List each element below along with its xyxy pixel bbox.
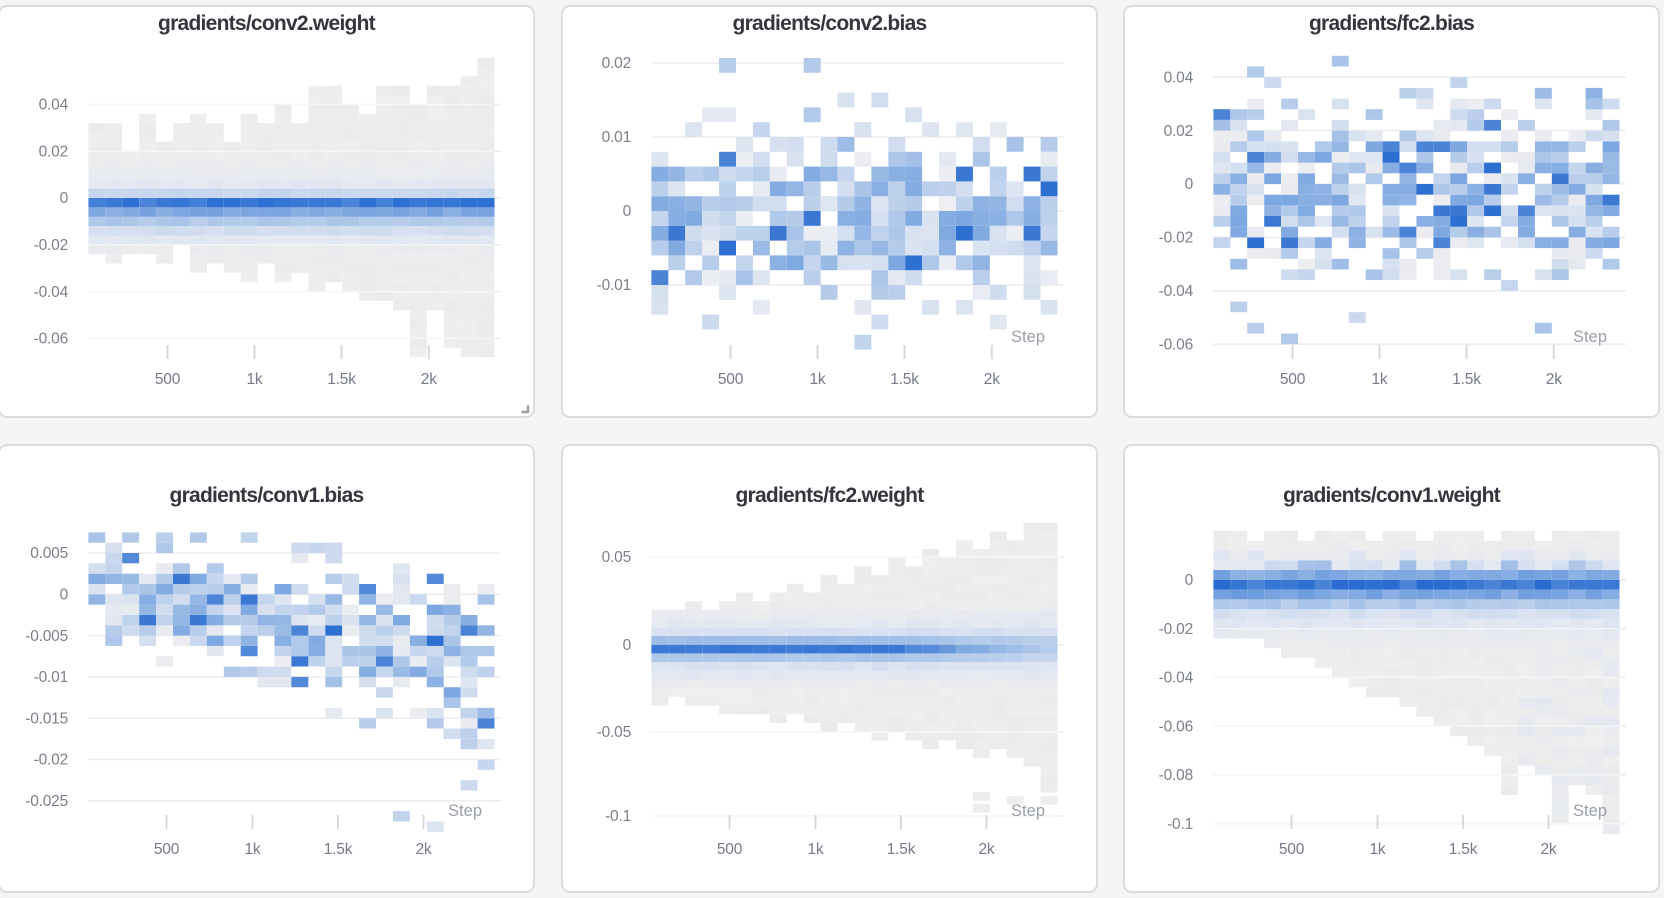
- svg-text:-0.06: -0.06: [1159, 718, 1193, 735]
- svg-text:-0.1: -0.1: [1167, 816, 1193, 833]
- svg-text:0: 0: [60, 587, 69, 604]
- svg-text:-0.05: -0.05: [596, 724, 630, 741]
- svg-text:-0.01: -0.01: [34, 669, 68, 686]
- svg-text:1k: 1k: [245, 841, 261, 858]
- svg-text:gradients/conv1.bias: gradients/conv1.bias: [170, 484, 364, 507]
- svg-text:0.04: 0.04: [1164, 69, 1194, 86]
- svg-text:2k: 2k: [983, 371, 999, 388]
- svg-text:1.5k: 1.5k: [886, 841, 915, 858]
- svg-text:0: 0: [622, 637, 631, 654]
- svg-text:Step: Step: [448, 802, 482, 820]
- svg-text:500: 500: [154, 841, 180, 858]
- svg-text:gradients/conv2.bias: gradients/conv2.bias: [732, 12, 926, 35]
- svg-text:-0.1: -0.1: [605, 808, 631, 825]
- svg-text:1.5k: 1.5k: [324, 841, 353, 858]
- svg-text:gradients/fc2.bias: gradients/fc2.bias: [1309, 12, 1474, 35]
- svg-text:2k: 2k: [978, 841, 994, 858]
- svg-text:0: 0: [622, 203, 631, 220]
- svg-text:0: 0: [1185, 572, 1194, 589]
- svg-text:1k: 1k: [807, 841, 823, 858]
- svg-text:1.5k: 1.5k: [1449, 841, 1478, 858]
- svg-text:gradients/fc2.weight: gradients/fc2.weight: [735, 484, 924, 507]
- svg-text:-0.08: -0.08: [1159, 767, 1193, 784]
- svg-text:500: 500: [716, 841, 742, 858]
- svg-text:1k: 1k: [247, 371, 263, 388]
- svg-text:Step: Step: [1573, 328, 1607, 346]
- svg-text:-0.06: -0.06: [1159, 336, 1193, 353]
- svg-text:0.01: 0.01: [601, 129, 630, 146]
- svg-text:500: 500: [1279, 841, 1305, 858]
- svg-text:2k: 2k: [1546, 371, 1562, 388]
- svg-text:500: 500: [1280, 371, 1306, 388]
- svg-text:Step: Step: [1573, 802, 1607, 820]
- svg-text:1.5k: 1.5k: [1452, 371, 1481, 388]
- svg-text:-0.025: -0.025: [25, 793, 68, 810]
- svg-text:-0.02: -0.02: [1159, 621, 1193, 638]
- svg-text:-0.01: -0.01: [596, 277, 630, 294]
- svg-text:1k: 1k: [809, 371, 825, 388]
- svg-text:-0.04: -0.04: [1159, 670, 1194, 687]
- svg-text:0.05: 0.05: [601, 549, 630, 566]
- svg-text:2k: 2k: [1541, 841, 1557, 858]
- svg-text:500: 500: [717, 371, 743, 388]
- svg-text:-0.02: -0.02: [34, 752, 68, 769]
- svg-text:2k: 2k: [416, 841, 432, 858]
- svg-text:0: 0: [1185, 176, 1194, 193]
- svg-text:Step: Step: [1011, 802, 1045, 820]
- svg-text:-0.04: -0.04: [1159, 283, 1194, 300]
- svg-text:Step: Step: [1011, 328, 1045, 346]
- svg-text:gradients/conv1.weight: gradients/conv1.weight: [1283, 484, 1501, 507]
- svg-text:-0.02: -0.02: [1159, 230, 1193, 247]
- svg-text:0.02: 0.02: [601, 55, 630, 72]
- svg-text:1k: 1k: [1372, 371, 1388, 388]
- svg-text:1.5k: 1.5k: [327, 371, 356, 388]
- svg-text:-0.04: -0.04: [34, 284, 69, 301]
- svg-text:0.02: 0.02: [39, 143, 68, 160]
- svg-text:1.5k: 1.5k: [890, 371, 919, 388]
- svg-text:-0.02: -0.02: [34, 237, 68, 254]
- svg-text:-0.005: -0.005: [25, 628, 68, 645]
- svg-text:-0.015: -0.015: [25, 710, 68, 727]
- svg-text:0.005: 0.005: [30, 545, 68, 562]
- svg-text:0.02: 0.02: [1164, 123, 1193, 140]
- svg-text:gradients/conv2.weight: gradients/conv2.weight: [158, 12, 376, 35]
- svg-text:0: 0: [60, 190, 69, 207]
- svg-text:-0.06: -0.06: [34, 331, 68, 348]
- svg-text:2k: 2k: [421, 371, 437, 388]
- svg-text:0.04: 0.04: [39, 97, 69, 114]
- svg-text:500: 500: [155, 371, 181, 388]
- svg-text:1k: 1k: [1370, 841, 1386, 858]
